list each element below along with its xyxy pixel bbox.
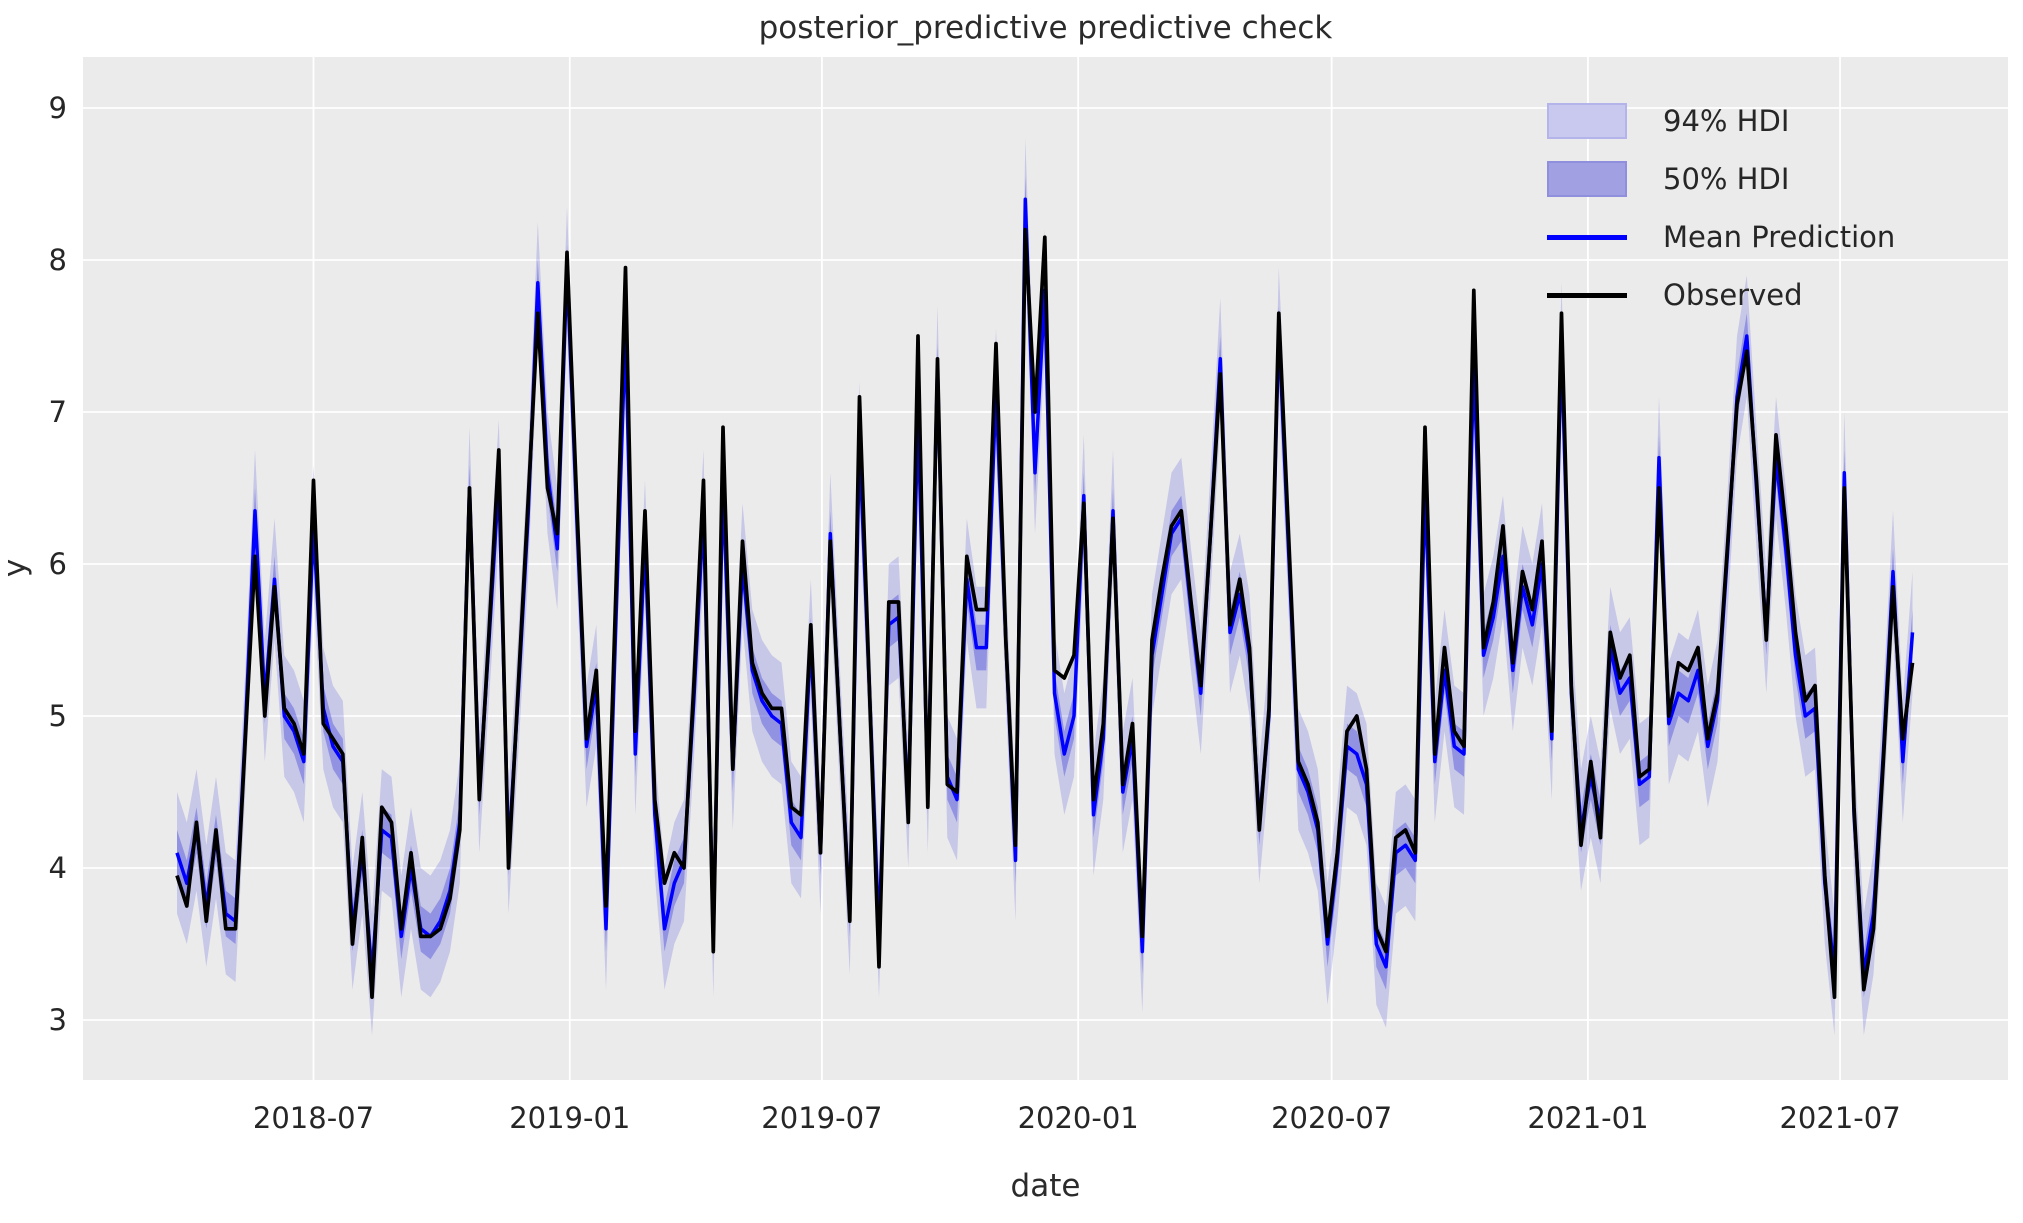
hdi94-swatch-icon (1547, 103, 1627, 139)
x-tick-label: 2021-07 (1779, 1101, 1900, 1135)
legend-item-mean-prediction: Mean Prediction (1547, 208, 1895, 266)
y-tick-label: 6 (49, 547, 67, 581)
x-tick-label: 2020-07 (1271, 1101, 1392, 1135)
x-tick-label: 2021-01 (1527, 1101, 1648, 1135)
legend-label: 50% HDI (1663, 162, 1790, 196)
y-tick-label: 8 (49, 243, 67, 277)
x-tick-label: 2019-07 (761, 1101, 882, 1135)
legend-label: 94% HDI (1663, 104, 1790, 138)
y-tick-label: 9 (49, 91, 67, 125)
chart-title: posterior_predictive predictive check (758, 10, 1333, 46)
x-tick-label: 2018-07 (253, 1101, 374, 1135)
legend: 94% HDI 50% HDI Mean Prediction Observed (1547, 92, 1895, 324)
x-tick-label: 2020-01 (1018, 1101, 1139, 1135)
legend-item-94-hdi: 94% HDI (1547, 92, 1895, 150)
y-tick-label: 5 (49, 699, 67, 733)
observed-line (175, 227, 1915, 1000)
observed-line-swatch-icon (1547, 292, 1627, 298)
legend-item-50-hdi: 50% HDI (1547, 150, 1895, 208)
x-tick-label: 2019-01 (509, 1101, 630, 1135)
x-axis-label: date (1010, 1168, 1081, 1204)
legend-label: Observed (1663, 278, 1803, 312)
y-tick-label: 4 (49, 851, 67, 885)
hdi50-swatch-icon (1547, 161, 1627, 197)
legend-label: Mean Prediction (1663, 220, 1896, 254)
y-tick-label: 7 (49, 395, 67, 429)
y-tick-label: 3 (49, 1003, 67, 1037)
y-axis-label: y (0, 558, 34, 578)
mean-line-swatch-icon (1547, 234, 1627, 240)
legend-item-observed: Observed (1547, 266, 1895, 324)
